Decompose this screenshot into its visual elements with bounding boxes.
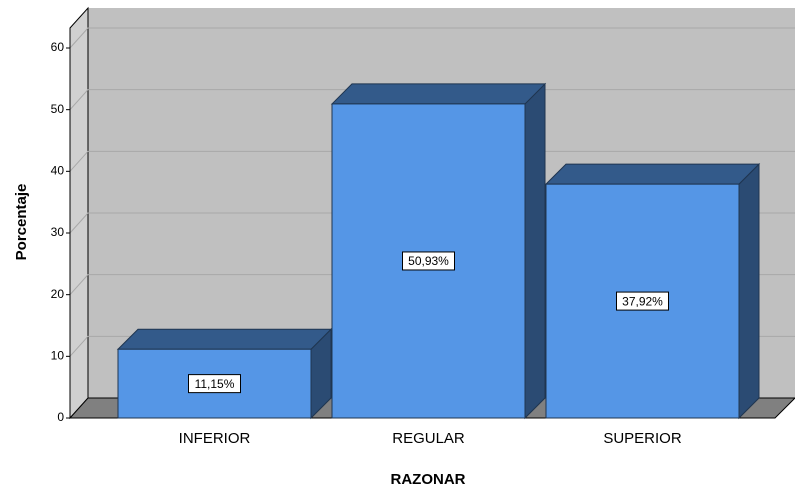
side-wall xyxy=(69,6,89,420)
grid-line xyxy=(69,27,795,49)
value-label: 11,15% xyxy=(195,377,235,391)
bar-top xyxy=(116,328,333,350)
x-axis-title: RAZONAR xyxy=(391,471,466,488)
value-label: 50,93% xyxy=(408,254,449,268)
y-tick-label: 0 xyxy=(57,410,64,424)
bar-side xyxy=(738,162,760,420)
x-tick-label: SUPERIOR xyxy=(603,430,682,447)
x-tick-label: REGULAR xyxy=(392,430,465,447)
bar-top xyxy=(330,83,547,105)
y-tick-label: 40 xyxy=(51,164,65,178)
y-tick-label: 10 xyxy=(51,349,65,363)
value-label-box xyxy=(188,374,241,394)
value-label-box xyxy=(616,291,669,311)
bar-side xyxy=(524,82,546,420)
y-tick-label: 20 xyxy=(51,287,65,301)
y-axis-title: Porcentaje xyxy=(13,184,30,261)
x-tick-label: INFERIOR xyxy=(179,430,251,447)
bar-top xyxy=(544,163,761,185)
y-tick-label: 30 xyxy=(51,225,65,239)
grid-line xyxy=(69,89,795,111)
value-label: 37,92% xyxy=(622,294,663,308)
y-tick-label: 50 xyxy=(51,102,65,116)
grid-line xyxy=(69,150,795,172)
y-tick-label: 60 xyxy=(51,40,65,54)
value-label-box xyxy=(402,251,455,271)
